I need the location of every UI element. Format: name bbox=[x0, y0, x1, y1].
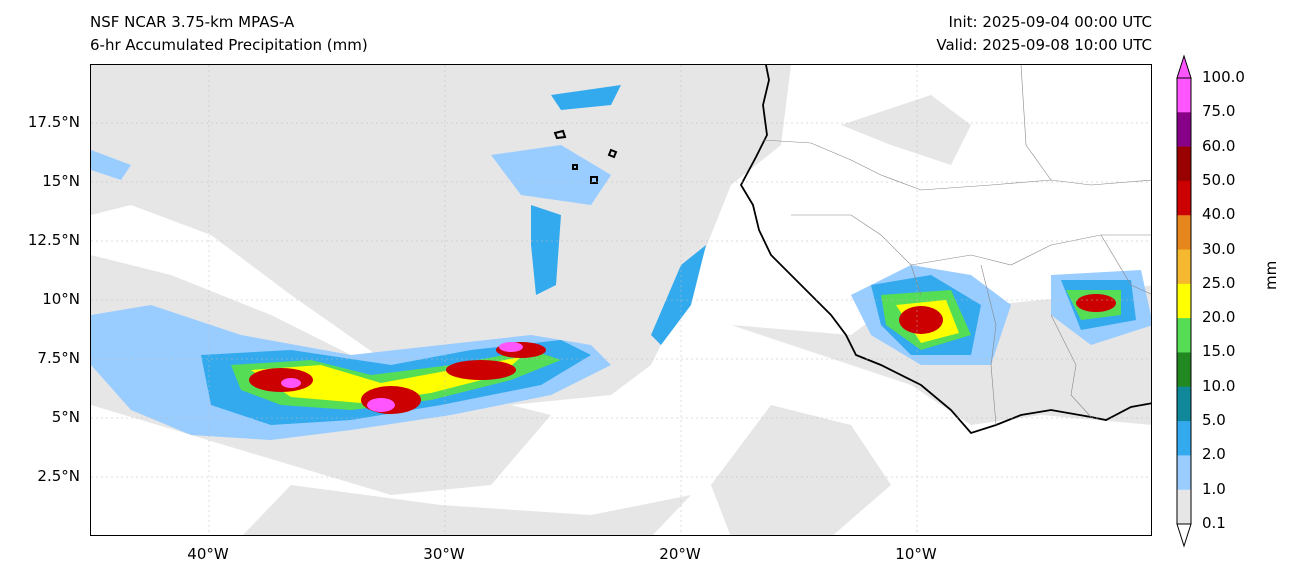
colorbar-level-label: 25.0 bbox=[1202, 273, 1236, 292]
map-title-field: 6-hr Accumulated Precipitation (mm) bbox=[90, 36, 368, 54]
lon-tick: 20°W bbox=[659, 545, 701, 563]
lat-tick: 12.5°N bbox=[27, 231, 80, 249]
init-time: Init: 2025-09-04 00:00 UTC bbox=[948, 13, 1152, 31]
colorbar-level-label: 5.0 bbox=[1202, 411, 1226, 430]
lat-tick: 10°N bbox=[42, 290, 80, 308]
colorbar-unit: mm bbox=[1262, 260, 1280, 290]
colorbar-segment bbox=[1177, 352, 1191, 388]
colorbar-segment bbox=[1177, 249, 1191, 285]
colorbar-segment bbox=[1177, 386, 1191, 422]
lon-tick: 40°W bbox=[187, 545, 229, 563]
cape-verde-islands bbox=[553, 129, 618, 184]
colorbar-level-label: 15.0 bbox=[1202, 342, 1236, 361]
colorbar-segment bbox=[1177, 146, 1191, 182]
colorbar-level-label: 0.1 bbox=[1202, 514, 1226, 532]
colorbar-outline bbox=[1176, 77, 1192, 525]
lon-tick: 30°W bbox=[423, 545, 465, 563]
colorbar-level-label: 2.0 bbox=[1202, 445, 1226, 464]
colorbar-level-label: 50.0 bbox=[1202, 170, 1236, 189]
colorbar-segment bbox=[1177, 215, 1191, 251]
colorbar-segment bbox=[1177, 78, 1191, 113]
colorbar bbox=[1176, 54, 1192, 548]
lat-tick: 15°N bbox=[42, 172, 80, 190]
colorbar-segment bbox=[1177, 421, 1191, 456]
colorbar-segment bbox=[1177, 455, 1191, 491]
colorbar-level-label: 100.0 bbox=[1202, 68, 1245, 86]
map-title-model: NSF NCAR 3.75-km MPAS-A bbox=[90, 13, 295, 31]
lat-tick: 17.5°N bbox=[27, 113, 80, 131]
precipitation-map bbox=[90, 64, 1152, 536]
colorbar-level-label: 20.0 bbox=[1202, 308, 1236, 327]
colorbar-segment bbox=[1177, 489, 1191, 525]
colorbar-level-label: 30.0 bbox=[1202, 239, 1236, 258]
colorbar-segment bbox=[1177, 318, 1191, 353]
lat-tick: 5°N bbox=[51, 408, 80, 426]
colorbar-segment bbox=[1177, 180, 1191, 216]
colorbar-level-label: 40.0 bbox=[1202, 205, 1236, 224]
lon-tick: 10°W bbox=[895, 545, 937, 563]
colorbar-level-label: 60.0 bbox=[1202, 136, 1236, 155]
colorbar-level-label: 75.0 bbox=[1202, 102, 1236, 121]
rain-core-extreme bbox=[281, 342, 523, 412]
colorbar-level-label: 10.0 bbox=[1202, 376, 1236, 395]
colorbar-segment bbox=[1177, 112, 1191, 148]
country-borders bbox=[762, 65, 1151, 426]
colorbar-extend-min bbox=[1176, 523, 1192, 548]
lat-tick: 2.5°N bbox=[37, 467, 80, 485]
map-canvas bbox=[91, 65, 1151, 535]
colorbar-extend-max bbox=[1176, 54, 1192, 79]
colorbar-segment bbox=[1177, 283, 1191, 319]
lat-tick: 7.5°N bbox=[37, 349, 80, 367]
graticule bbox=[91, 65, 1151, 535]
valid-time: Valid: 2025-09-08 10:00 UTC bbox=[936, 36, 1152, 54]
colorbar-level-label: 1.0 bbox=[1202, 479, 1226, 498]
coastline bbox=[739, 65, 1151, 435]
